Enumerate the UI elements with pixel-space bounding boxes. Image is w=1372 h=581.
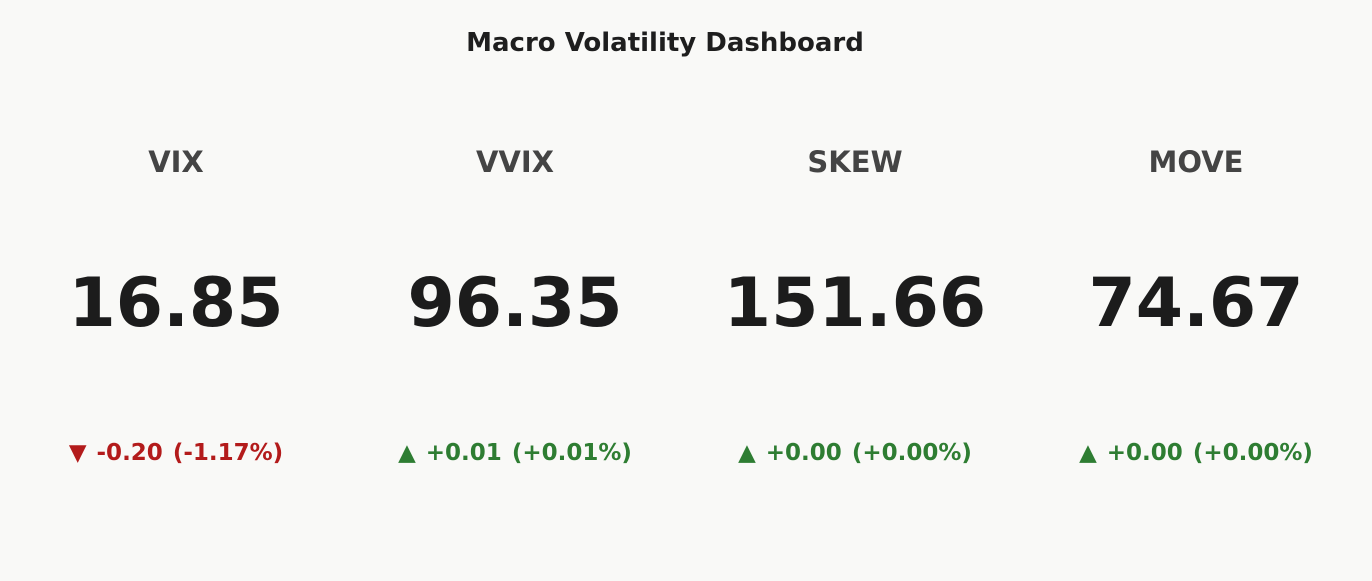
indicator-card: MOVE 74.67 ▲ +0.00 (+0.00%) [1026,0,1366,581]
delta-arrow: ▲ [1079,440,1097,466]
delta-value: +0.01 [425,440,502,466]
delta-value: -0.20 [96,440,163,466]
indicator-delta: ▼ -0.20 (-1.17%) [6,440,346,466]
indicator-label: SKEW [807,145,903,179]
dashboard-title: Macro Volatility Dashboard [466,28,864,58]
indicator-delta: ▲ +0.00 (+0.00%) [1026,440,1366,466]
indicator-value: 151.66 [723,264,987,343]
delta-value: +0.00 [1106,440,1183,466]
indicator-card: VIX 16.85 ▼ -0.20 (-1.17%) [6,0,346,581]
delta-percent: (+0.00%) [851,440,972,466]
indicator-delta: ▲ +0.00 (+0.00%) [685,440,1025,466]
indicator-value: 74.67 [1088,264,1304,343]
indicator-label: MOVE [1148,145,1244,179]
indicator-card: SKEW 151.66 ▲ +0.00 (+0.00%) [685,0,1025,581]
delta-percent: (+0.01%) [511,440,632,466]
indicator-card: VVIX 96.35 ▲ +0.01 (+0.01%) [345,0,685,581]
delta-arrow: ▲ [738,440,756,466]
indicator-label: VVIX [475,145,555,179]
delta-arrow: ▼ [68,440,87,466]
indicator-value: 96.35 [407,264,623,343]
delta-percent: (-1.17%) [172,440,284,466]
indicator-value: 16.85 [68,264,284,343]
delta-arrow: ▲ [398,440,416,466]
indicator-delta: ▲ +0.01 (+0.01%) [345,440,685,466]
delta-percent: (+0.00%) [1192,440,1313,466]
indicator-label: VIX [148,145,204,179]
delta-value: +0.00 [765,440,842,466]
